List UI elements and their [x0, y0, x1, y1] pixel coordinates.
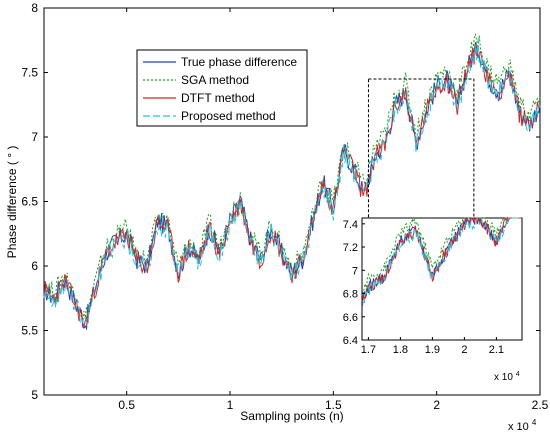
- y-tick-label: 7.5: [21, 66, 38, 80]
- y-tick-label: 6: [31, 259, 38, 273]
- legend-label: Proposed method: [181, 109, 276, 123]
- x-tick-label: 0.5: [118, 398, 135, 412]
- y-tick-label: 7: [31, 130, 38, 144]
- legend-box: [136, 49, 308, 127]
- legend-label: True phase difference: [181, 55, 297, 69]
- series-line-1: [43, 41, 541, 331]
- inset-x-tick-label: 2.1: [489, 344, 504, 356]
- y-tick-label: 8: [31, 1, 38, 15]
- x-axis-label: Sampling points (n): [240, 409, 343, 423]
- inset-x-tick-label: 2: [461, 344, 467, 356]
- y-tick-label: 5.5: [21, 324, 38, 338]
- x-axis-multiplier-exponent: 4: [532, 418, 537, 427]
- inset-y-tick-label: 6.4: [343, 335, 358, 347]
- y-tick-label: 6.5: [21, 195, 38, 209]
- inset-series-line-4: [361, 216, 522, 304]
- legend-label: DTFT method: [181, 91, 255, 105]
- series-line-3: [43, 42, 541, 329]
- inset-y-tick-label: 7.4: [343, 219, 358, 231]
- inset-x-axis-multiplier: x 10 4: [494, 371, 520, 383]
- legend: True phase difference SGA method DTFT meth…: [136, 49, 308, 127]
- inset-series-line-2: [362, 217, 522, 295]
- x-tick-label: 2: [433, 398, 440, 412]
- inset-x-axis-multiplier-exponent: 4: [516, 371, 520, 378]
- inset-y-tick-label: 7.2: [343, 242, 358, 254]
- legend-label: SGA method: [181, 73, 249, 87]
- inset-x-tick-label: 1.9: [425, 344, 440, 356]
- inset-x-tick-label: 1.7: [361, 344, 376, 356]
- inset-x-axis-multiplier-base: x 10: [494, 372, 513, 383]
- inset-x-tick-label: 1.8: [393, 344, 408, 356]
- inset-y-tick-label: 7: [352, 265, 358, 277]
- x-tick-label: 2.5: [532, 398, 549, 412]
- x-tick-label: 1.5: [325, 398, 342, 412]
- x-axis-multiplier-base: x 10: [508, 421, 529, 433]
- x-axis-multiplier: x 10 4: [508, 418, 537, 433]
- zoom-region-box: [367, 78, 475, 241]
- inset-y-tick-label: 6.6: [343, 312, 358, 324]
- inset-y-tick-label: 6.8: [343, 289, 358, 301]
- y-axis-label: Phase difference ( ° ): [5, 146, 19, 259]
- series-line-4: [43, 39, 541, 325]
- inset-series-line-3: [361, 216, 522, 306]
- y-tick-label: 5: [31, 388, 38, 402]
- x-tick-label: 1: [227, 398, 234, 412]
